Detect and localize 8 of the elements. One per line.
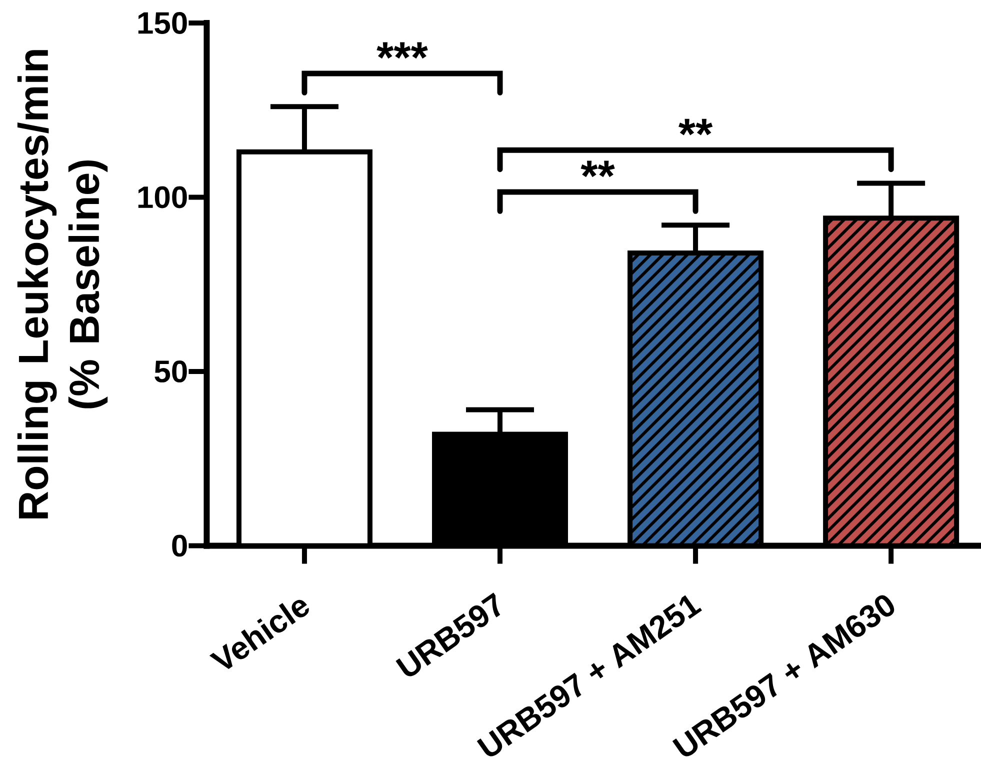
annotation: *** (376, 42, 428, 59)
y-tick-label: 50 (154, 360, 187, 382)
y-tick-label: 100 (138, 186, 187, 208)
annotation: ** (678, 118, 713, 136)
y-axis-title: Rolling Leukocytes/min (% Baseline) (17, 50, 108, 518)
y-tick-label: 150 (138, 12, 187, 34)
y-tick-label: 0 (172, 534, 187, 557)
annotation: ** (580, 160, 615, 178)
